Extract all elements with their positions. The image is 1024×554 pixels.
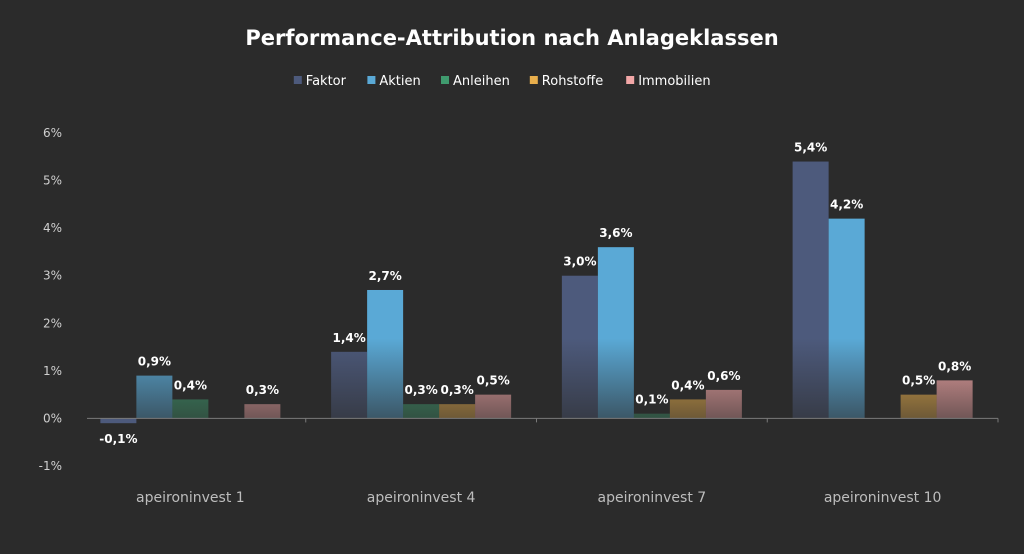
data-label: 0,5% — [902, 374, 935, 388]
y-tick-label: 2% — [43, 316, 62, 330]
legend-label: Faktor — [306, 74, 347, 89]
x-category-label: apeironinvest 4 — [367, 490, 476, 506]
data-label: 0,3% — [246, 383, 279, 397]
chart-title: Performance-Attribution nach Anlageklass… — [245, 26, 778, 50]
bar — [403, 404, 440, 419]
y-tick-label: 5% — [43, 174, 62, 188]
bar — [367, 289, 404, 419]
legend-label: Aktien — [379, 74, 420, 89]
data-label: 2,7% — [368, 269, 401, 283]
bar — [633, 413, 670, 419]
x-category-label: apeironinvest 7 — [598, 490, 707, 506]
legend-swatch — [441, 76, 449, 84]
data-label: 3,6% — [599, 226, 632, 240]
legend-swatch — [293, 76, 302, 84]
bar — [597, 247, 634, 419]
data-label: 3,0% — [563, 255, 596, 269]
y-tick-label: 0% — [43, 411, 62, 425]
x-axis: apeironinvest 1 apeironinvest 4 apeironinv… — [87, 417, 999, 506]
data-label: 0,5% — [476, 374, 509, 388]
y-tick-label: 6% — [43, 126, 62, 140]
bar — [244, 404, 281, 419]
data-label: 5,4% — [794, 141, 827, 155]
data-label: 4,2% — [830, 198, 863, 212]
bar — [439, 404, 476, 419]
legend-swatch — [529, 76, 538, 84]
bar — [331, 351, 368, 419]
bar — [100, 418, 137, 424]
legend: Faktor Aktien Anleihen Rohstoffe Immobilien — [293, 74, 711, 89]
y-tick-label: 3% — [43, 269, 62, 283]
legend-label: Anleihen — [453, 74, 510, 89]
data-label: 0,9% — [138, 355, 171, 369]
y-tick-label: 1% — [43, 364, 62, 378]
legend-swatch — [626, 76, 635, 84]
data-label: 0,4% — [671, 378, 704, 392]
bar — [792, 161, 829, 419]
legend-swatch — [367, 76, 376, 84]
bar — [936, 380, 973, 419]
bar — [900, 394, 937, 419]
bar — [669, 399, 706, 419]
legend-label: Immobilien — [638, 74, 710, 89]
data-label: -0,1% — [99, 432, 137, 446]
y-tick-label: 4% — [43, 221, 62, 235]
y-axis: -1% 0% 1% 2% 3% 4% 5% 6% — [39, 126, 62, 473]
legend-label: Rohstoffe — [542, 74, 603, 89]
data-label: 0,3% — [404, 383, 437, 397]
data-labels: -0,1%0,9%0,4% 0,3%1,4%2,7%0,3% 0,3%0,5%3,0… — [99, 141, 971, 447]
bar — [705, 389, 742, 419]
data-label: 0,6% — [707, 369, 740, 383]
y-tick-label: -1% — [39, 459, 62, 473]
x-category-label: apeironinvest 10 — [824, 490, 942, 506]
bar — [172, 399, 209, 419]
data-label: 0,1% — [635, 393, 668, 407]
bar — [561, 275, 598, 419]
bar — [475, 394, 512, 419]
data-label: 0,8% — [938, 359, 971, 373]
data-label: 0,4% — [174, 378, 207, 392]
data-label: 1,4% — [332, 331, 365, 345]
bars — [100, 161, 973, 424]
bar — [828, 218, 865, 419]
bar — [136, 375, 173, 419]
x-category-label: apeironinvest 1 — [136, 490, 245, 506]
data-label: 0,3% — [440, 383, 473, 397]
